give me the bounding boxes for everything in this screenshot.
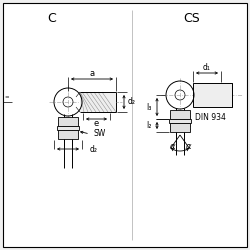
Text: l₂: l₂	[146, 121, 152, 130]
Text: CS: CS	[184, 12, 200, 24]
Bar	[58, 130, 78, 139]
Text: DIN 934: DIN 934	[195, 112, 226, 122]
Text: d₂: d₂	[128, 98, 136, 106]
Bar	[58, 117, 78, 126]
Text: d₁: d₁	[203, 64, 211, 72]
Text: l₃: l₃	[146, 102, 152, 112]
Text: =: =	[5, 96, 9, 100]
Bar	[57, 126, 79, 130]
Text: a: a	[90, 70, 94, 78]
Bar	[80, 92, 116, 112]
Text: C: C	[48, 12, 56, 24]
Bar	[169, 119, 191, 123]
Text: α: α	[185, 142, 191, 151]
Bar	[170, 110, 190, 119]
Bar	[170, 123, 190, 132]
Text: SW: SW	[93, 130, 105, 138]
Text: e: e	[94, 120, 99, 128]
Text: d₂: d₂	[90, 144, 98, 154]
Bar	[193, 83, 232, 107]
FancyBboxPatch shape	[3, 3, 247, 247]
Text: α: α	[169, 142, 175, 151]
